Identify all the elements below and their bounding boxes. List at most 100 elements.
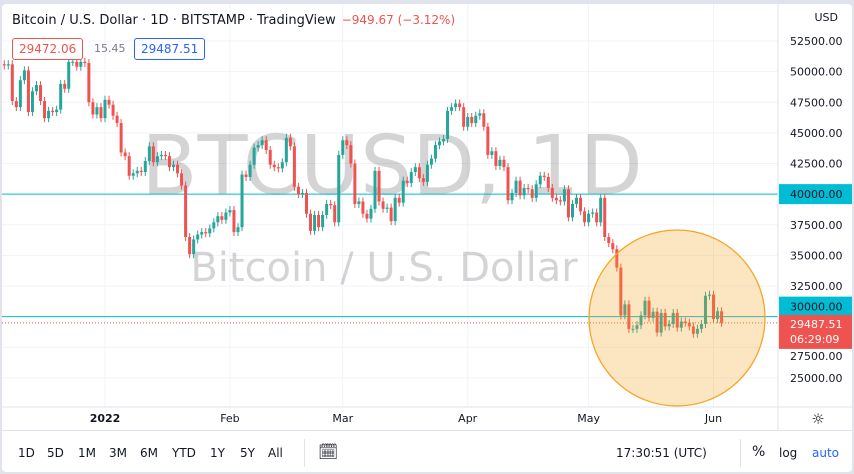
watermark-symbol: BTCUSD, 1D [141,119,642,214]
symbol-title: Bitcoin / U.S. Dollar · 1D · BITSTAMP · … [12,13,336,28]
chart-window: 2022 Feb Mar Apr May Jun BTCUSD, 1D Bitcoin / U… [2,4,852,472]
candle [172,164,176,168]
candle [155,156,159,163]
candle [300,192,304,195]
candle [296,186,300,195]
y-tick-label: 45000.00 [790,127,843,140]
candle [305,192,308,214]
hline-price-label [779,296,852,317]
candle [442,139,446,142]
clock[interactable]: 17:30:51 (UTC) [616,446,707,460]
log-toggle[interactable]: log [779,446,798,460]
candle [51,110,55,113]
candle [353,163,357,204]
candle [522,188,526,196]
candle [663,312,667,327]
range-1m[interactable]: 1M [78,446,96,460]
candle [562,189,566,202]
candle [369,208,373,219]
range-5d[interactable]: 5D [47,446,64,460]
candle [474,115,478,124]
range-3m[interactable]: 3M [109,446,127,460]
candle [329,203,333,206]
candle [409,172,413,184]
settings-sun-icon[interactable]: ☼ [811,410,824,428]
candle [119,123,123,153]
candle [208,228,212,234]
candle [75,61,79,67]
candle [671,312,675,324]
candle [454,103,458,108]
candle [248,164,252,177]
candle [71,61,75,63]
price-chart[interactable]: 2022 Feb Mar Apr May Jun BTCUSD, 1D Bitcoin / U… [2,4,852,430]
candle [284,137,288,163]
sell-price-button[interactable]: 29472.06 [12,38,84,60]
divider [304,439,305,467]
candle [95,107,99,115]
candle [244,174,248,177]
candle [405,180,409,184]
candle [417,167,421,179]
candle [167,156,171,168]
candle [518,180,522,196]
hline-price-text: 30000.00 [790,301,843,314]
candle [502,159,506,168]
candle [361,201,365,214]
candle [14,101,18,108]
range-6m[interactable]: 6M [140,446,158,460]
y-tick-label: 27500.00 [790,350,843,363]
y-tick-label: 42500.00 [790,158,843,171]
auto-toggle[interactable]: auto [812,446,840,460]
candle [240,174,244,228]
candle [151,146,155,163]
candle [325,203,329,215]
candle [619,267,623,316]
currency-label[interactable]: USD [814,11,838,24]
candle [252,147,256,165]
candle [534,184,538,198]
y-tick-label: 37500.00 [790,219,843,232]
candle [643,300,647,316]
candle [687,322,691,327]
chart-title: Bitcoin / U.S. Dollar · 1D · BITSTAMP · … [12,13,455,28]
range-all[interactable]: All [268,446,283,460]
y-tick-label: 25000.00 [790,372,843,385]
candle [377,170,381,202]
candle [337,154,341,223]
y-tick-label: 52500.00 [790,35,843,48]
range-5y[interactable]: 5Y [240,446,255,460]
candle [381,201,385,209]
candle [575,197,579,204]
candle [228,210,232,213]
range-1y[interactable]: 1Y [210,446,225,460]
candle [313,214,317,231]
bar-countdown: 06:29:09 [790,333,839,346]
candle [196,234,200,240]
candle [433,145,437,159]
percent-toggle[interactable]: % [752,444,766,460]
goto-date-icon[interactable]: 🗓 [318,442,339,461]
candle [583,211,587,223]
candle [236,227,240,233]
candle [345,140,349,146]
candle [506,167,510,201]
candle [635,325,639,329]
candle [647,300,651,318]
candle [437,141,441,146]
candle [59,83,63,110]
candle [486,126,490,155]
candle [107,99,111,105]
candle [655,311,659,333]
watermark-name: Bitcoin / U.S. Dollar [190,245,578,291]
range-1d[interactable]: 1D [18,446,35,460]
candle [708,294,711,296]
candle [10,64,14,102]
range-ytd[interactable]: YTD [172,446,196,460]
current-price-text: 29487.51 [790,318,843,331]
candle [498,159,502,166]
y-tick-label: 32500.00 [790,280,843,293]
buy-price-button[interactable]: 29487.51 [134,38,206,60]
candle [99,107,103,119]
candle [623,304,627,316]
